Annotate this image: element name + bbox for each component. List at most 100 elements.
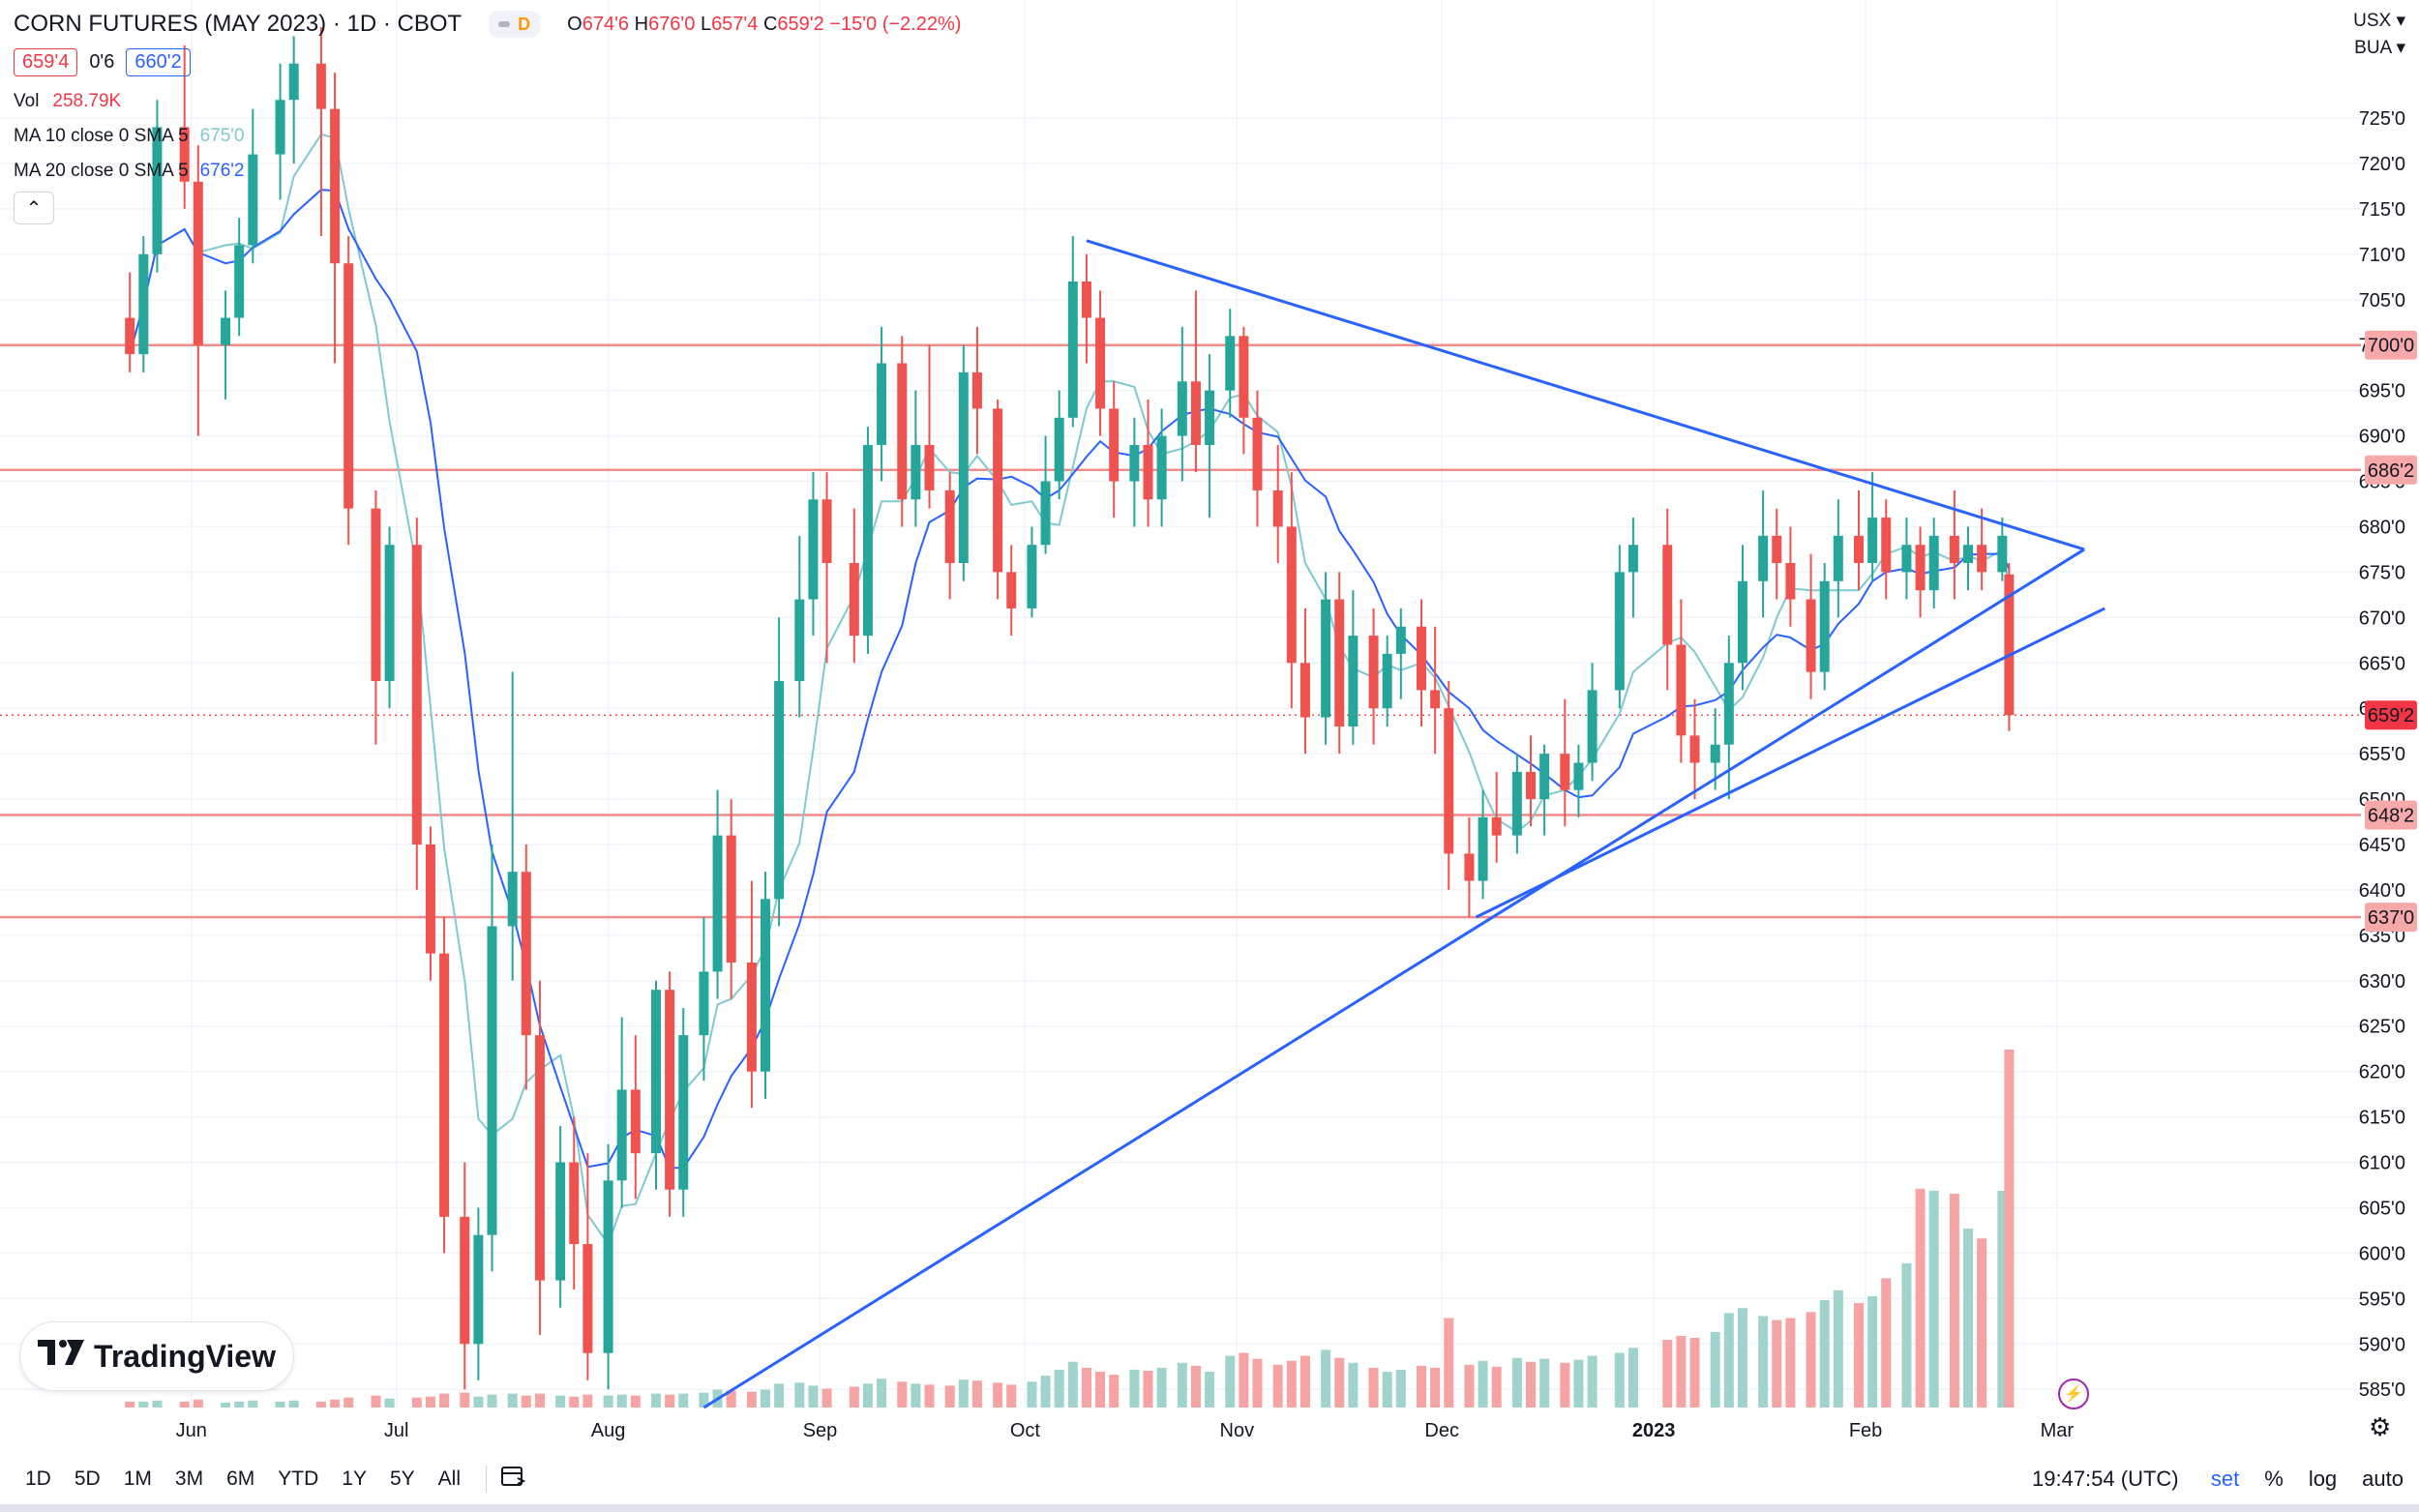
log-toggle[interactable]: log <box>2308 1467 2338 1491</box>
chart-header: CORN FUTURES (MAY 2023) · 1D · CBOT D O6… <box>14 8 961 41</box>
volume-bar <box>1977 1238 1987 1408</box>
volume-bar <box>1368 1367 1379 1408</box>
ma10-legend[interactable]: MA 10 close 0 SMA 5 675'0 <box>14 126 245 147</box>
candle-body <box>234 245 245 318</box>
utc-clock[interactable]: 19:47:54 (UTC) <box>2032 1467 2179 1491</box>
volume-bar <box>1662 1340 1673 1408</box>
tradingview-wordmark: TradingView <box>94 1338 276 1374</box>
ma-line <box>129 189 2011 1170</box>
volume-bar <box>1526 1361 1536 1408</box>
volume-bar <box>993 1382 1003 1408</box>
volume-bar <box>125 1401 135 1408</box>
ma20-legend[interactable]: MA 20 close 0 SMA 5 676'2 <box>14 161 245 182</box>
candle-body <box>746 963 757 1072</box>
candle-body <box>1737 580 1747 664</box>
range-5y[interactable]: 5Y <box>389 1468 415 1490</box>
status-dot-icon <box>498 21 511 27</box>
price-label: 686'2 <box>2368 460 2414 482</box>
x-tick-label: Mar <box>2041 1420 2075 1441</box>
volume-bar <box>1095 1372 1106 1408</box>
volume-bar <box>774 1383 785 1408</box>
y-tick-label: 620'0 <box>2359 1062 2405 1083</box>
volume-bar <box>1867 1295 1878 1408</box>
grid <box>0 0 2361 1408</box>
candle-body <box>569 1162 580 1245</box>
low-label: L <box>700 13 712 35</box>
percent-toggle[interactable]: % <box>2264 1467 2284 1491</box>
symbol-title[interactable]: CORN FUTURES (MAY 2023) · 1D · CBOT <box>14 11 463 37</box>
range-ytd[interactable]: YTD <box>278 1468 319 1490</box>
candle-body <box>1758 535 1769 581</box>
candle-body <box>1027 545 1037 608</box>
candle-body <box>487 926 497 1235</box>
replay-icon[interactable] <box>500 1465 527 1494</box>
candle-body <box>1977 545 1987 573</box>
range-1d[interactable]: 1D <box>25 1468 51 1490</box>
y-tick-label: 665'0 <box>2359 653 2405 674</box>
collapse-legend-button[interactable]: ⌃ <box>14 192 54 224</box>
ma-line <box>129 133 2011 1247</box>
volume-bar <box>1382 1372 1392 1408</box>
bottom-toolbar: 1D 5D 1M 3M 6M YTD 1Y 5Y All <box>0 1454 2419 1504</box>
level-price-badge <box>2365 903 2417 933</box>
currency-selector[interactable]: USX ▾ <box>2353 11 2405 31</box>
candle-body <box>1252 417 1263 490</box>
volume-bar <box>193 1399 203 1408</box>
change-value: −15'0 (−2.22%) <box>829 13 962 35</box>
candle-body <box>1901 545 1912 573</box>
range-5d[interactable]: 5D <box>74 1468 101 1490</box>
volume-bar <box>1395 1369 1406 1408</box>
price-label: 637'0 <box>2368 907 2414 929</box>
candle-body <box>193 181 203 345</box>
trend-line[interactable] <box>702 548 2085 1409</box>
candle-body <box>1177 381 1187 436</box>
candle-body <box>1417 626 1426 691</box>
set-toggle[interactable]: set <box>2210 1467 2240 1491</box>
candle-body <box>152 127 163 254</box>
volume-bar <box>678 1393 689 1408</box>
y-tick-label: 675'0 <box>2359 562 2405 583</box>
x-tick-label: 2023 <box>1632 1420 1676 1441</box>
trend-lines[interactable] <box>702 239 2105 1409</box>
candle-body <box>330 108 341 264</box>
volume-bar <box>1915 1188 1926 1408</box>
bid-price-button[interactable]: 659'4 <box>14 48 78 76</box>
spread-value: 0'6 <box>89 51 115 73</box>
volume-bar <box>1129 1369 1140 1408</box>
volume-legend[interactable]: Vol 258.79K <box>14 91 121 112</box>
trend-line[interactable] <box>1086 239 2085 551</box>
volume-bar <box>288 1400 299 1408</box>
range-all[interactable]: All <box>437 1468 461 1490</box>
candle-body <box>248 154 258 246</box>
status-chip[interactable]: D <box>489 11 541 38</box>
volume-bar <box>726 1390 736 1408</box>
unit-selector[interactable]: BUA ▾ <box>2354 38 2405 58</box>
volume-bar <box>665 1394 675 1408</box>
range-1m[interactable]: 1M <box>123 1468 152 1490</box>
volume-bar <box>1054 1369 1064 1408</box>
volume-bar <box>1710 1331 1720 1408</box>
lightning-icon[interactable]: ⚡ <box>2058 1379 2089 1409</box>
candle-body <box>1833 535 1843 581</box>
auto-toggle[interactable]: auto <box>2362 1467 2404 1491</box>
range-1y[interactable]: 1Y <box>342 1468 367 1490</box>
ask-price-button[interactable]: 660'2 <box>126 48 191 76</box>
volume-bar <box>1628 1348 1638 1408</box>
range-3m[interactable]: 3M <box>174 1468 204 1490</box>
x-tick-label: Sep <box>803 1420 838 1441</box>
range-6m[interactable]: 6M <box>226 1468 255 1490</box>
gear-icon[interactable]: ⚙ <box>2369 1412 2392 1441</box>
last-price-badge <box>2365 700 2417 730</box>
candle-body <box>1382 653 1392 709</box>
horizontal-scrollbar[interactable] <box>0 1504 2419 1512</box>
candle-body <box>1143 444 1153 500</box>
volume-bar <box>1156 1367 1167 1408</box>
tradingview-logo[interactable]: TradingView <box>19 1321 294 1391</box>
trend-line[interactable] <box>1475 607 2105 919</box>
volume-bar <box>1239 1352 1249 1408</box>
candle-body <box>774 681 785 900</box>
volume-bar <box>315 1401 326 1408</box>
candle-body <box>1928 535 1939 591</box>
volume-bar <box>487 1394 497 1408</box>
